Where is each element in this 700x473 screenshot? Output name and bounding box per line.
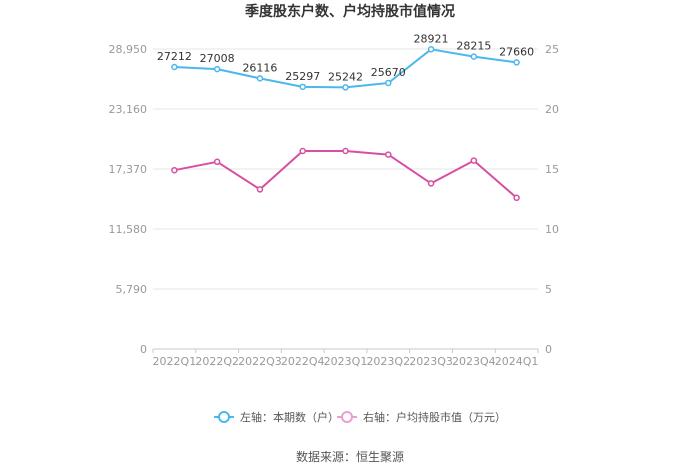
data-label: 25242 (328, 70, 363, 83)
left-tick-label: 23,160 (109, 103, 148, 116)
right-tick-label: 15 (545, 163, 559, 176)
data-point (427, 180, 435, 187)
data-point (385, 79, 392, 87)
x-tick-label: 2022Q4 (281, 355, 325, 368)
data-point (342, 84, 349, 91)
data-point (299, 83, 306, 91)
right-tick-label: 0 (545, 343, 552, 356)
left-tick-label: 17,370 (109, 163, 148, 176)
data-label: 27660 (499, 45, 534, 58)
data-label: 28921 (414, 32, 449, 45)
data-label: 25297 (285, 70, 320, 83)
legend-item-right[interactable]: 右轴：户均持股市值（万元） (337, 410, 506, 424)
data-point (256, 75, 264, 82)
x-tick-label: 2022Q2 (195, 355, 239, 368)
data-point (385, 151, 392, 158)
data-point (299, 147, 306, 155)
data-point (171, 166, 178, 174)
source-note: 数据来源：恒生聚源 (296, 449, 404, 464)
x-tick-label: 2022Q1 (153, 355, 197, 368)
right-tick-label: 5 (545, 283, 552, 296)
x-tick-label: 2023Q2 (366, 355, 410, 368)
axis-layer: 0 0 5,790 5 11,580 10 17,370 15 23,160 20 28,950 25… (109, 43, 560, 368)
data-point (256, 186, 264, 193)
right-tick-label: 20 (545, 103, 559, 116)
legend: 左轴：本期数（户） 右轴：户均持股市值（万元） (214, 410, 506, 424)
left-tick-label: 5,790 (116, 283, 148, 296)
data-point (513, 59, 520, 66)
data-label: 26116 (242, 61, 277, 74)
legend-item-left[interactable]: 左轴：本期数（户） (214, 410, 339, 424)
x-tick-label: 2023Q1 (324, 355, 368, 368)
data-label: 25670 (371, 66, 406, 79)
data-label: 28215 (456, 40, 491, 53)
legend-label-right: 右轴：户均持股市值（万元） (363, 410, 506, 424)
x-tick-label: 2024Q1 (495, 355, 539, 368)
legend-marker-right (341, 411, 353, 423)
x-tick-label: 2023Q3 (409, 355, 453, 368)
data-point (513, 194, 520, 202)
left-tick-label: 28,950 (109, 43, 148, 56)
data-label: 27212 (157, 50, 192, 63)
left-tick-label: 11,580 (109, 223, 148, 236)
data-point (213, 65, 221, 73)
data-point (470, 53, 478, 60)
data-point (342, 147, 349, 155)
label-layer: 27212 27008 26116 25297 25242 25670 28921 28215… (157, 32, 534, 83)
left-tick-label: 0 (140, 343, 147, 356)
data-label: 27008 (200, 52, 235, 65)
right-tick-label: 25 (545, 43, 559, 56)
data-point (213, 158, 221, 166)
series-layer (171, 46, 520, 202)
x-tick-label: 2023Q4 (452, 355, 496, 368)
right-tick-label: 10 (545, 223, 559, 236)
legend-marker-left (218, 411, 230, 423)
series-line-1 (174, 150, 518, 199)
x-tick-label: 2022Q3 (238, 355, 282, 368)
data-point (427, 46, 435, 53)
data-point (171, 63, 178, 71)
legend-label-left: 左轴：本期数（户） (240, 410, 339, 424)
data-point (470, 157, 478, 164)
chart-title: 季度股东户数、户均持股市值情况 (244, 3, 455, 20)
grid-layer (153, 48, 538, 290)
